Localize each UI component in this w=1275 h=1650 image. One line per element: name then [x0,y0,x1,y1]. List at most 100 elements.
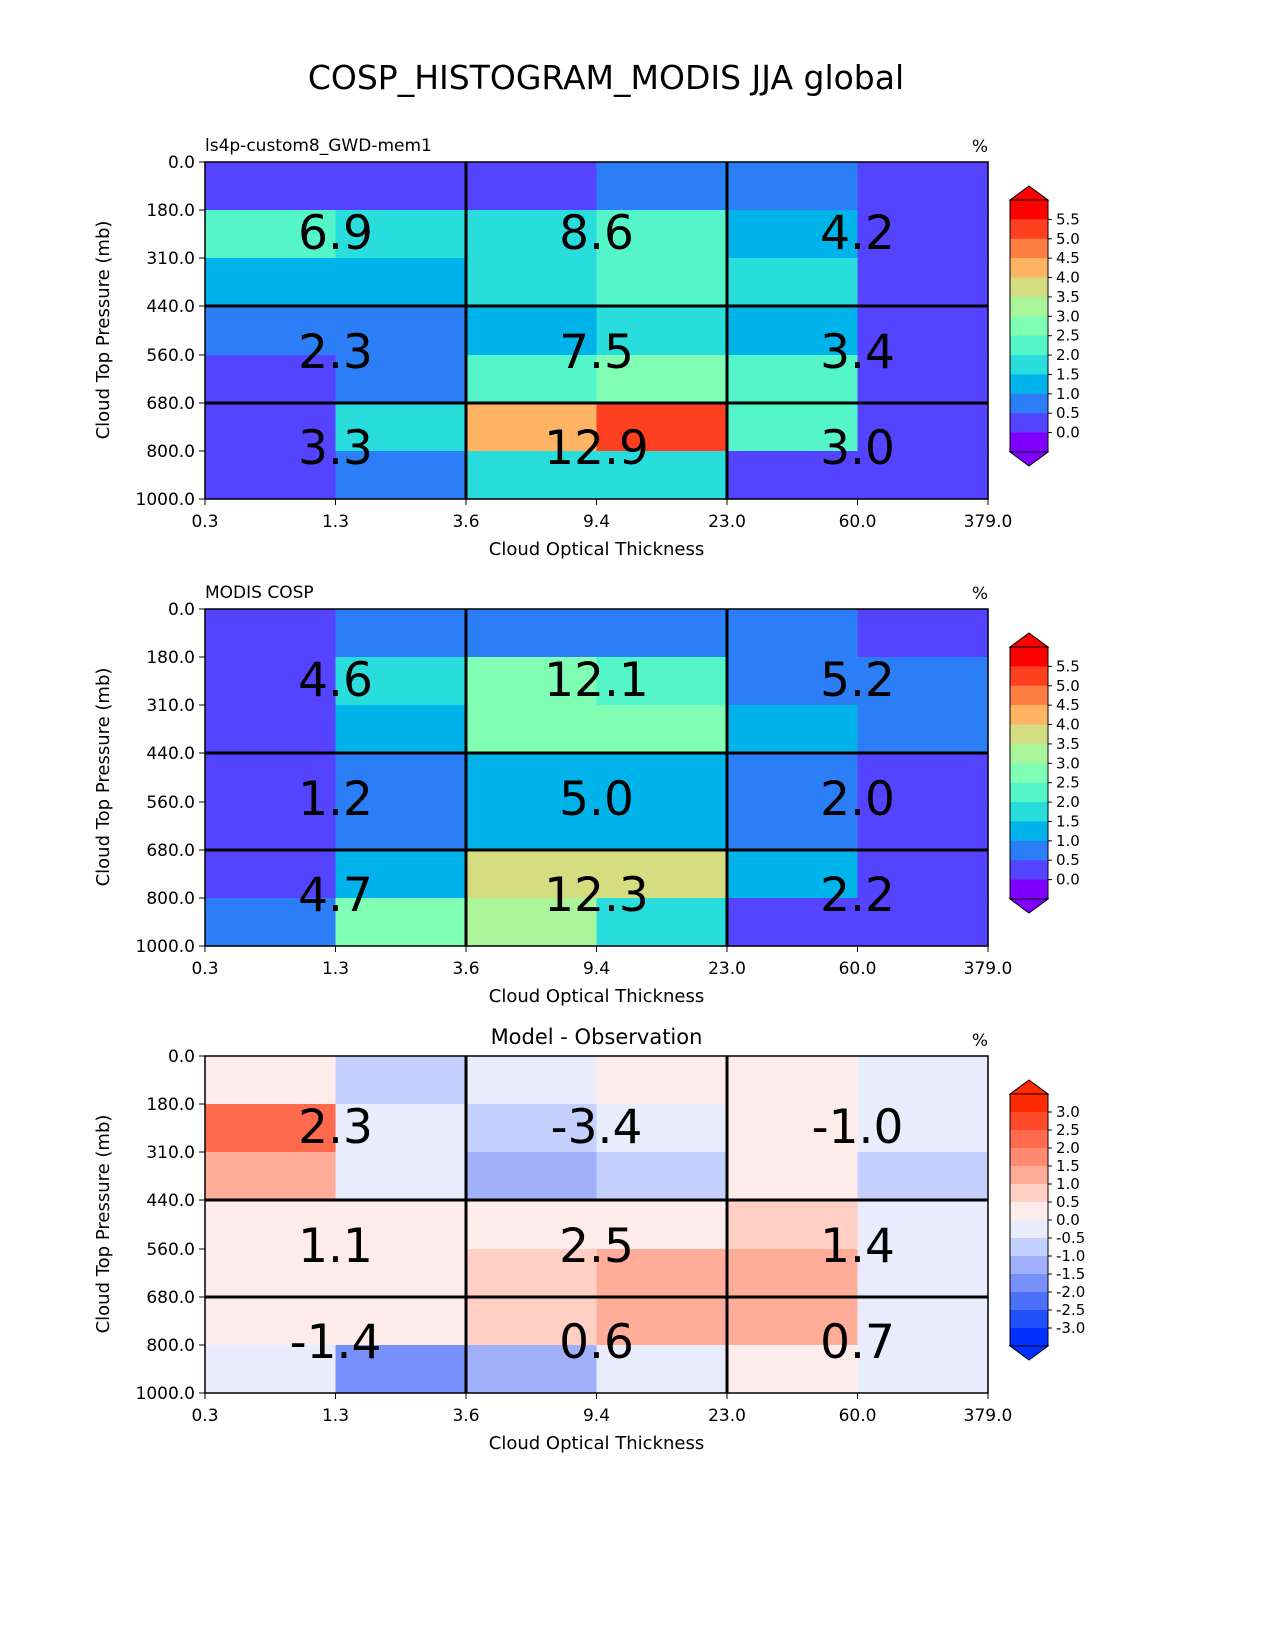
colorbar-tick-label: 2.5 [1056,774,1080,792]
heatmap-cell [205,657,337,706]
x-axis-label: Cloud Optical Thickness [489,539,704,560]
heatmap-cell [727,403,859,452]
colorbar-tick-label: 1.0 [1056,1175,1080,1193]
colorbar-tick-label: 0.5 [1056,1193,1080,1211]
colorbar-bin [1010,1166,1048,1185]
colorbar-bin [1010,821,1048,842]
heatmap-cell [466,1297,598,1346]
colorbar: 5.5 5.04.5 4.03.53.0 2.52.01.5 1.00.5 0.0 [1008,632,1080,914]
y-tick-label: 800.0 [146,1336,195,1356]
units-label: % [972,137,988,157]
heatmap-cell [466,306,598,356]
colorbar-bin [1010,1148,1048,1167]
heatmap-cell [205,802,337,851]
heatmap-cell [727,1297,859,1346]
heatmap-cell [335,898,467,947]
colorbar-tick-label: 4.5 [1056,249,1080,267]
colorbar-tick-label: -0.5 [1056,1229,1085,1247]
cell-annotation: 3.0 [820,421,895,476]
heatmap-cell [466,162,598,211]
x-tick-label: 379.0 [964,1406,1013,1426]
heatmap-cell [727,355,859,404]
cell-annotation: 5.2 [820,653,895,708]
heatmap-cell [466,898,598,947]
heatmap-cell [596,609,728,658]
x-tick-label: 23.0 [708,1406,746,1426]
heatmap-cell [596,1104,728,1153]
y-tick-label: 560.0 [146,1240,195,1260]
cell-annotation: 5.0 [559,772,634,827]
y-tick-label: 310.0 [146,1143,195,1163]
panel-left-title: MODIS COSP [205,583,314,603]
colorbar-tick-label: 2.0 [1056,793,1080,811]
y-tick-label: 0.0 [168,600,195,620]
x-tick-label: 9.4 [583,959,610,979]
heatmap-cell [466,657,598,706]
x-tick-label: 3.6 [452,959,479,979]
heatmap-cell [596,1249,728,1298]
heatmap-cell [727,609,859,658]
x-tick-label: 3.6 [452,512,479,532]
heatmap-cell [335,1200,467,1250]
heatmap-cell [857,1152,989,1201]
heatmap-cell [205,162,337,211]
colorbar-bin [1010,1256,1048,1275]
panel-2: 4.6 12.1 5.2 1.2 5.0 2.0 4.7 12.3 2.2 0.0 180.0 310… [93,583,1080,1007]
colorbar-bin [1010,393,1048,414]
x-tick-label: 23.0 [708,959,746,979]
y-tick-label: 560.0 [146,346,195,366]
heatmap-cell [857,355,989,404]
heatmap-cell [727,162,859,211]
heatmap-cell [727,898,859,947]
cell-annotation: 1.4 [820,1219,895,1274]
y-tick-label: 440.0 [146,1191,195,1211]
heatmap-cell [596,306,728,356]
heatmap-cell [596,258,728,307]
x-tick-label: 1.3 [322,1406,349,1426]
heatmap-cell [335,1152,467,1201]
heatmap-cell [205,850,337,899]
heatmap-cell [596,162,728,211]
x-tick-label: 9.4 [583,512,610,532]
heatmap-cell [205,1345,337,1394]
colorbar-tick-label: -2.0 [1056,1283,1085,1301]
heatmap-cell [727,705,859,754]
heatmap-cell [466,850,598,899]
colorbar-tick-label: 2.0 [1056,346,1080,364]
colorbar-bin [1010,1184,1048,1203]
colorbar-bin [1010,666,1048,687]
panel-center-title: Model - Observation [491,1025,703,1049]
heatmap-cell [727,802,859,851]
colorbar-bin [1010,879,1048,900]
y-tick-label: 560.0 [146,793,195,813]
cell-annotation: 3.3 [298,421,373,476]
colorbar-bin [1010,413,1048,434]
colorbar-extend-max [1008,185,1050,201]
cell-annotation: 1.2 [298,772,373,827]
x-tick-label: 0.3 [191,1406,218,1426]
colorbar-extend-min [1008,898,1050,914]
heatmap-cell [466,802,598,851]
heatmap-cell [205,1200,337,1250]
y-tick-label: 1000.0 [136,490,195,510]
heatmap-cell [727,657,859,706]
heatmap-cell [466,258,598,307]
heatmap-cell [466,1152,598,1201]
colorbar-bin [1010,1328,1048,1347]
heatmap-cell [205,451,337,500]
heatmap-cell [205,355,337,404]
figure-title: COSP_HISTOGRAM_MODIS JJA global [308,58,904,97]
heatmap-cell [596,1152,728,1201]
colorbar-tick-label: 1.0 [1056,385,1080,403]
colorbar-bin [1010,296,1048,317]
heatmap-cell [335,705,467,754]
cell-annotation: 2.3 [298,325,373,380]
colorbar-bin [1010,802,1048,822]
heatmap-cell [857,1200,989,1250]
heatmap-cell [857,258,989,307]
colorbar-tick-label: -3.0 [1056,1319,1085,1337]
heatmap-cell [596,753,728,803]
colorbar-tick-label: 2.0 [1056,1139,1080,1157]
heatmap-cell [727,753,859,803]
